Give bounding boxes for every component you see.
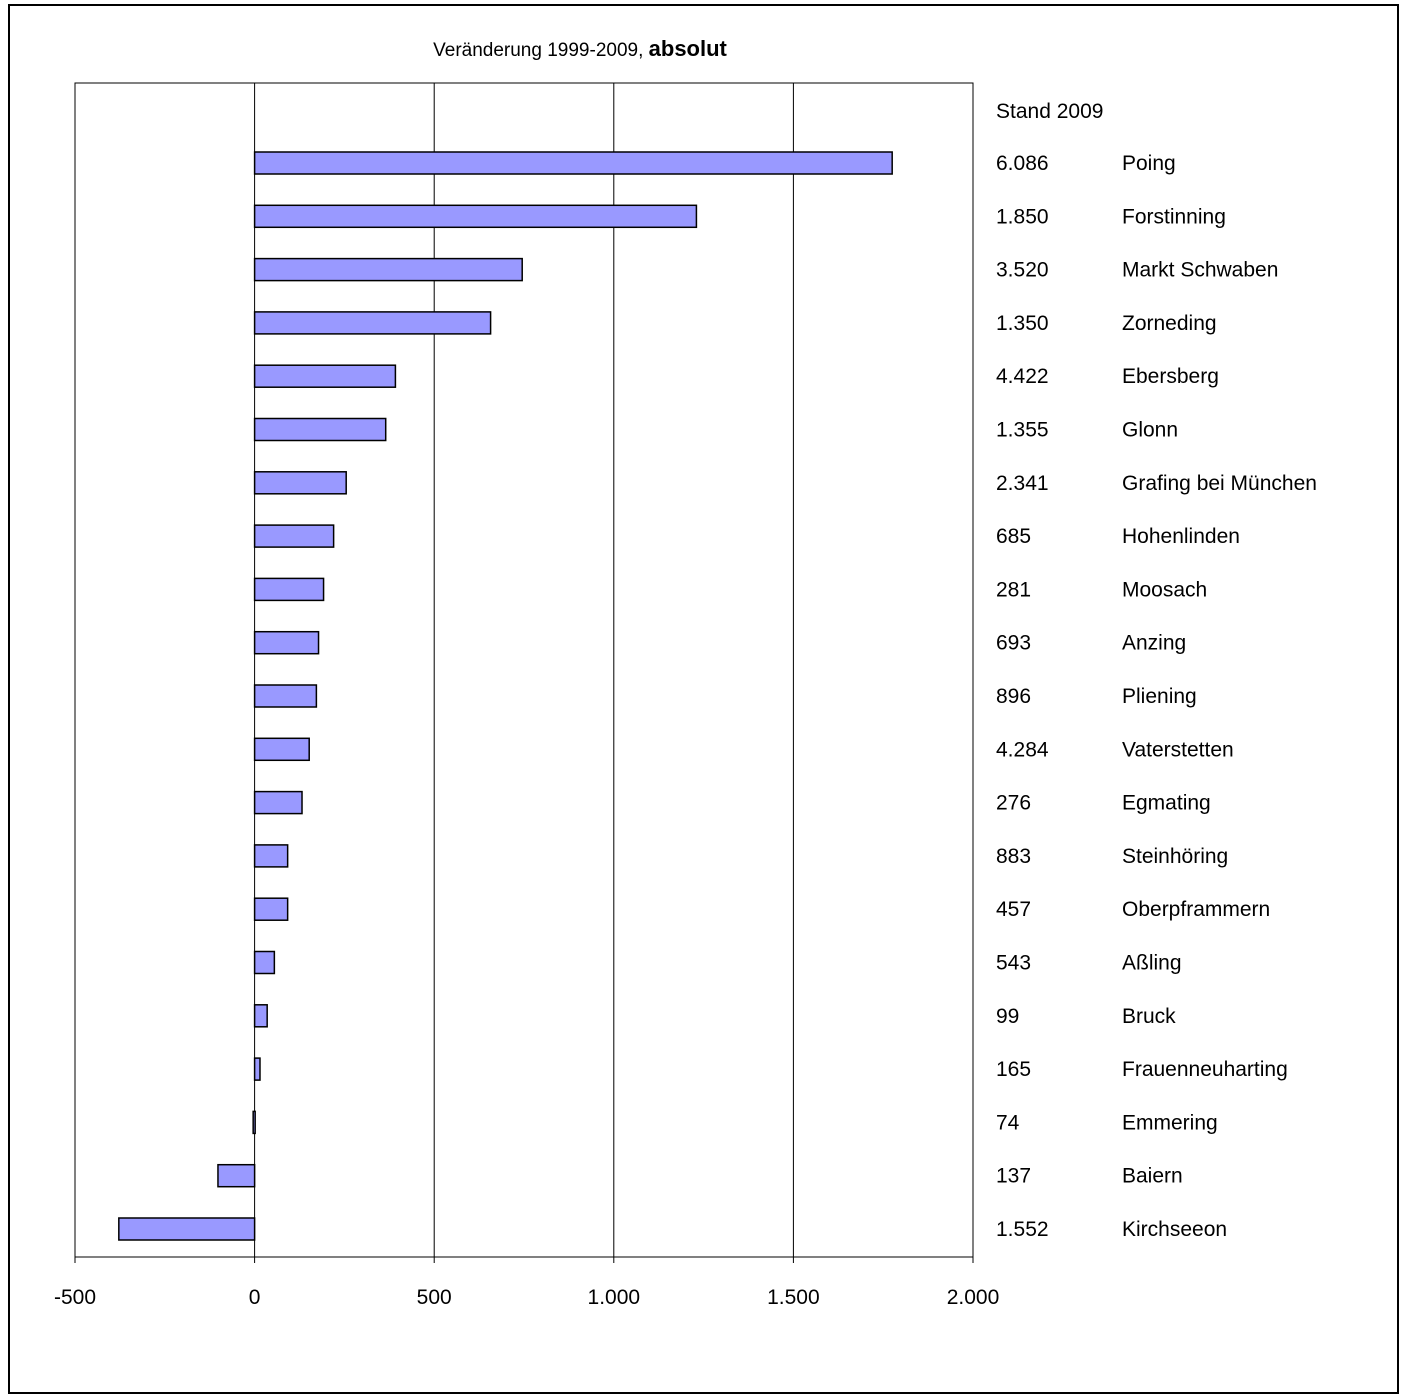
x-tick-label: -500	[54, 1286, 96, 1309]
bar-forstinning	[253, 204, 698, 229]
municipality-label: Poing	[1122, 152, 1176, 175]
stand-value: 3.520	[996, 259, 1049, 282]
municipality-label: Aßling	[1122, 952, 1182, 975]
municipality-label: Egmating	[1122, 792, 1211, 815]
stand-value: 276	[996, 792, 1031, 815]
municipality-label: Hohenlinden	[1122, 525, 1240, 548]
stand-value: 4.422	[996, 365, 1049, 388]
stand-value: 457	[996, 898, 1031, 921]
municipality-label: Kirchseeon	[1122, 1218, 1227, 1241]
municipality-label: Pliening	[1122, 685, 1197, 708]
municipality-label: Bruck	[1122, 1005, 1176, 1028]
side-table: Stand 2009 6.086 Poing 1.850 Forstinning 3.52…	[996, 100, 1317, 1241]
stand-value: 74	[996, 1111, 1020, 1134]
bar-glonn	[253, 417, 387, 442]
chart-title-text: Veränderung 1999-2009,	[433, 40, 643, 61]
bar-vaterstetten	[253, 737, 310, 762]
bar-bruck	[253, 1004, 268, 1028]
municipality-label: Baiern	[1122, 1165, 1183, 1188]
bar-a-ling	[253, 950, 276, 975]
municipality-label: Grafing bei München	[1122, 472, 1317, 495]
stand-value: 1.552	[996, 1218, 1049, 1241]
chart-title-emphasis: absolut	[649, 36, 728, 61]
municipality-label: Ebersberg	[1122, 365, 1219, 388]
municipality-label: Glonn	[1122, 419, 1178, 442]
municipality-label: Emmering	[1122, 1111, 1218, 1134]
stand-value: 883	[996, 845, 1031, 868]
municipality-label: Forstinning	[1122, 205, 1226, 228]
stand-value: 281	[996, 578, 1031, 601]
stand-value: 693	[996, 632, 1031, 655]
bar-emmering	[252, 1110, 256, 1135]
plot-area	[74, 82, 974, 1258]
x-tick-label: 1.500	[767, 1286, 820, 1309]
bar-grafing-bei-m-nchen	[253, 471, 347, 495]
bar-poing	[253, 151, 893, 175]
stand-value: 165	[996, 1058, 1031, 1081]
bar-frauenneuharting	[253, 1057, 261, 1081]
stand-value: 4.284	[996, 738, 1049, 761]
stand-value: 1.355	[996, 419, 1049, 442]
chart-title: Veränderung 1999-2009, absolut	[433, 36, 727, 61]
stand-value: 1.350	[996, 312, 1049, 335]
bar-markt-schwaben	[253, 257, 523, 282]
bar-steinh-ring	[253, 844, 289, 868]
municipality-label: Anzing	[1122, 632, 1186, 655]
x-tick-label: 0	[249, 1286, 261, 1309]
bars	[118, 151, 893, 1241]
bar-oberpframmern	[253, 897, 289, 921]
stand-value: 543	[996, 952, 1031, 975]
stand-value: 685	[996, 525, 1031, 548]
municipality-label: Steinhöring	[1122, 845, 1228, 868]
stand-value: 6.086	[996, 152, 1049, 175]
bar-pliening	[253, 684, 318, 708]
x-tick-label: 500	[417, 1286, 452, 1309]
municipality-label: Markt Schwaben	[1122, 259, 1278, 282]
municipality-label: Moosach	[1122, 578, 1207, 601]
bar-kirchseeon	[118, 1217, 256, 1241]
stand-value: 99	[996, 1005, 1019, 1028]
x-tick-label: 2.000	[947, 1286, 1000, 1309]
municipality-label: Oberpframmern	[1122, 898, 1270, 921]
bar-baiern	[217, 1163, 256, 1188]
bar-anzing	[253, 630, 320, 655]
x-tick-label: 1.000	[588, 1286, 641, 1309]
bar-ebersberg	[253, 364, 397, 388]
stand-value: 137	[996, 1165, 1031, 1188]
bar-hohenlinden	[253, 524, 335, 548]
municipality-label: Vaterstetten	[1122, 738, 1234, 761]
bar-egmating	[253, 790, 303, 815]
stand-value: 2.341	[996, 472, 1049, 495]
municipality-label: Zorneding	[1122, 312, 1217, 335]
stand-value: 1.850	[996, 205, 1049, 228]
municipality-label: Frauenneuharting	[1122, 1058, 1288, 1081]
bar-moosach	[253, 577, 325, 602]
stand-value: 896	[996, 685, 1031, 708]
x-axis-ticks: -500 0 500 1.000 1.500 2.000	[54, 1257, 999, 1309]
side-header: Stand 2009	[996, 100, 1103, 123]
bar-zorneding	[253, 311, 492, 335]
